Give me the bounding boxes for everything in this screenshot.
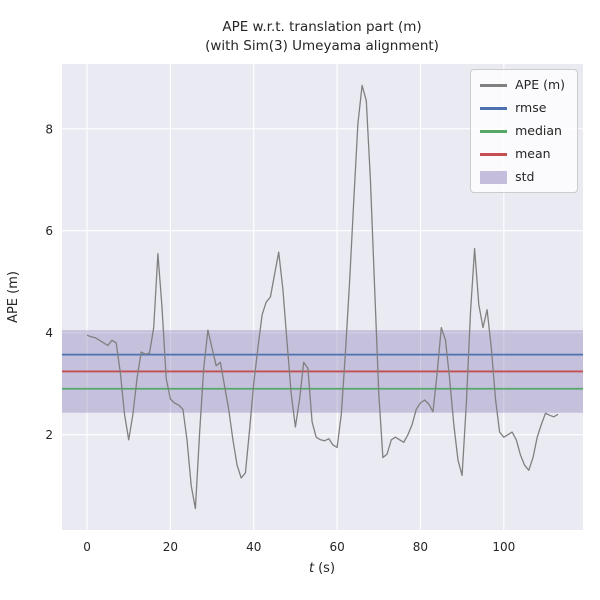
x-axis-label-var: t bbox=[309, 561, 315, 576]
chart-title-line2: (with Sim(3) Umeyama alignment) bbox=[205, 38, 439, 54]
mean-line-swatch bbox=[480, 152, 508, 156]
x-tick-label: 100 bbox=[492, 540, 515, 554]
x-tick-label: 0 bbox=[83, 540, 91, 554]
legend: APE (m) rmse median mean std bbox=[470, 69, 578, 193]
legend-item-std: std bbox=[480, 169, 565, 185]
ape-line-swatch bbox=[480, 83, 508, 87]
legend-label: mean bbox=[515, 145, 551, 161]
y-axis-label: APE (m) bbox=[6, 271, 21, 323]
x-tick-label: 80 bbox=[413, 540, 428, 554]
x-axis-label: t (s) bbox=[309, 561, 335, 576]
y-tick-label: 2 bbox=[45, 428, 53, 442]
legend-label: rmse bbox=[515, 99, 547, 115]
chart-title-line1: APE w.r.t. translation part (m) bbox=[222, 19, 421, 35]
y-tick-label: 4 bbox=[45, 326, 53, 340]
x-tick-label: 20 bbox=[163, 540, 178, 554]
x-axis-label-unit: (s) bbox=[318, 561, 335, 576]
y-tick-label: 8 bbox=[45, 122, 53, 136]
ape-line bbox=[86, 84, 559, 510]
x-tick-label: 40 bbox=[246, 540, 261, 554]
legend-label: median bbox=[515, 122, 562, 138]
median-line-swatch bbox=[480, 129, 508, 133]
x-tick-label: 60 bbox=[329, 540, 344, 554]
legend-item-median: median bbox=[480, 123, 565, 139]
legend-label: std bbox=[515, 168, 535, 184]
y-tick-label: 6 bbox=[45, 224, 53, 238]
legend-item-ape-m: APE (m) bbox=[480, 77, 565, 93]
rmse-line-swatch bbox=[480, 106, 508, 110]
legend-item-mean: mean bbox=[480, 146, 565, 162]
legend-label: APE (m) bbox=[515, 76, 565, 92]
legend-item-rmse: rmse bbox=[480, 100, 565, 116]
std-patch-swatch bbox=[480, 170, 508, 184]
